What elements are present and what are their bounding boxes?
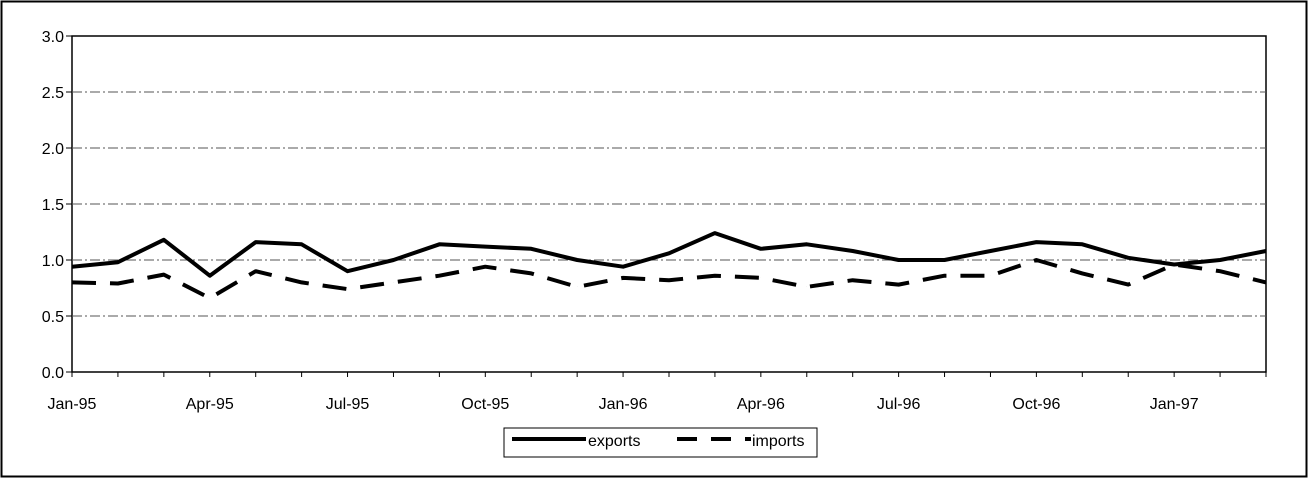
x-tick-label: Jan-97 bbox=[1150, 396, 1199, 413]
x-tick-label: Apr-96 bbox=[737, 396, 785, 413]
y-tick-label: 2.5 bbox=[42, 85, 64, 102]
x-tick-label: Oct-96 bbox=[1012, 396, 1060, 413]
legend: exports imports bbox=[503, 427, 818, 458]
y-tick-label: 1.0 bbox=[42, 253, 64, 270]
y-tick-label: 2.0 bbox=[42, 141, 64, 158]
x-tick-label: Jan-95 bbox=[48, 396, 97, 413]
legend-box bbox=[503, 427, 818, 458]
x-tick-label: Jan-96 bbox=[599, 396, 648, 413]
legend-label-exports: exports bbox=[588, 433, 640, 450]
x-tick-label: Oct-95 bbox=[461, 396, 509, 413]
x-tick-label: Apr-95 bbox=[186, 396, 234, 413]
y-tick-label: 0.5 bbox=[42, 309, 64, 326]
gridlines bbox=[72, 91, 1266, 317]
series-lines bbox=[71, 231, 1267, 301]
y-tick-label: 0.0 bbox=[42, 365, 64, 382]
x-tick-label: Jul-96 bbox=[877, 396, 921, 413]
x-axis-ticks: Jan-95 Apr-95 Jul-95 Oct-95 Jan-96 Apr-96 Jul-… bbox=[48, 372, 1267, 413]
legend-label-imports: imports bbox=[752, 433, 804, 450]
x-tick-label: Jul-95 bbox=[326, 396, 370, 413]
y-tick-label: 1.5 bbox=[42, 197, 64, 214]
y-tick-label: 3.0 bbox=[42, 29, 64, 46]
y-axis-ticks: 0.0 0.5 1.0 1.5 2.0 2.5 3.0 bbox=[42, 29, 72, 382]
